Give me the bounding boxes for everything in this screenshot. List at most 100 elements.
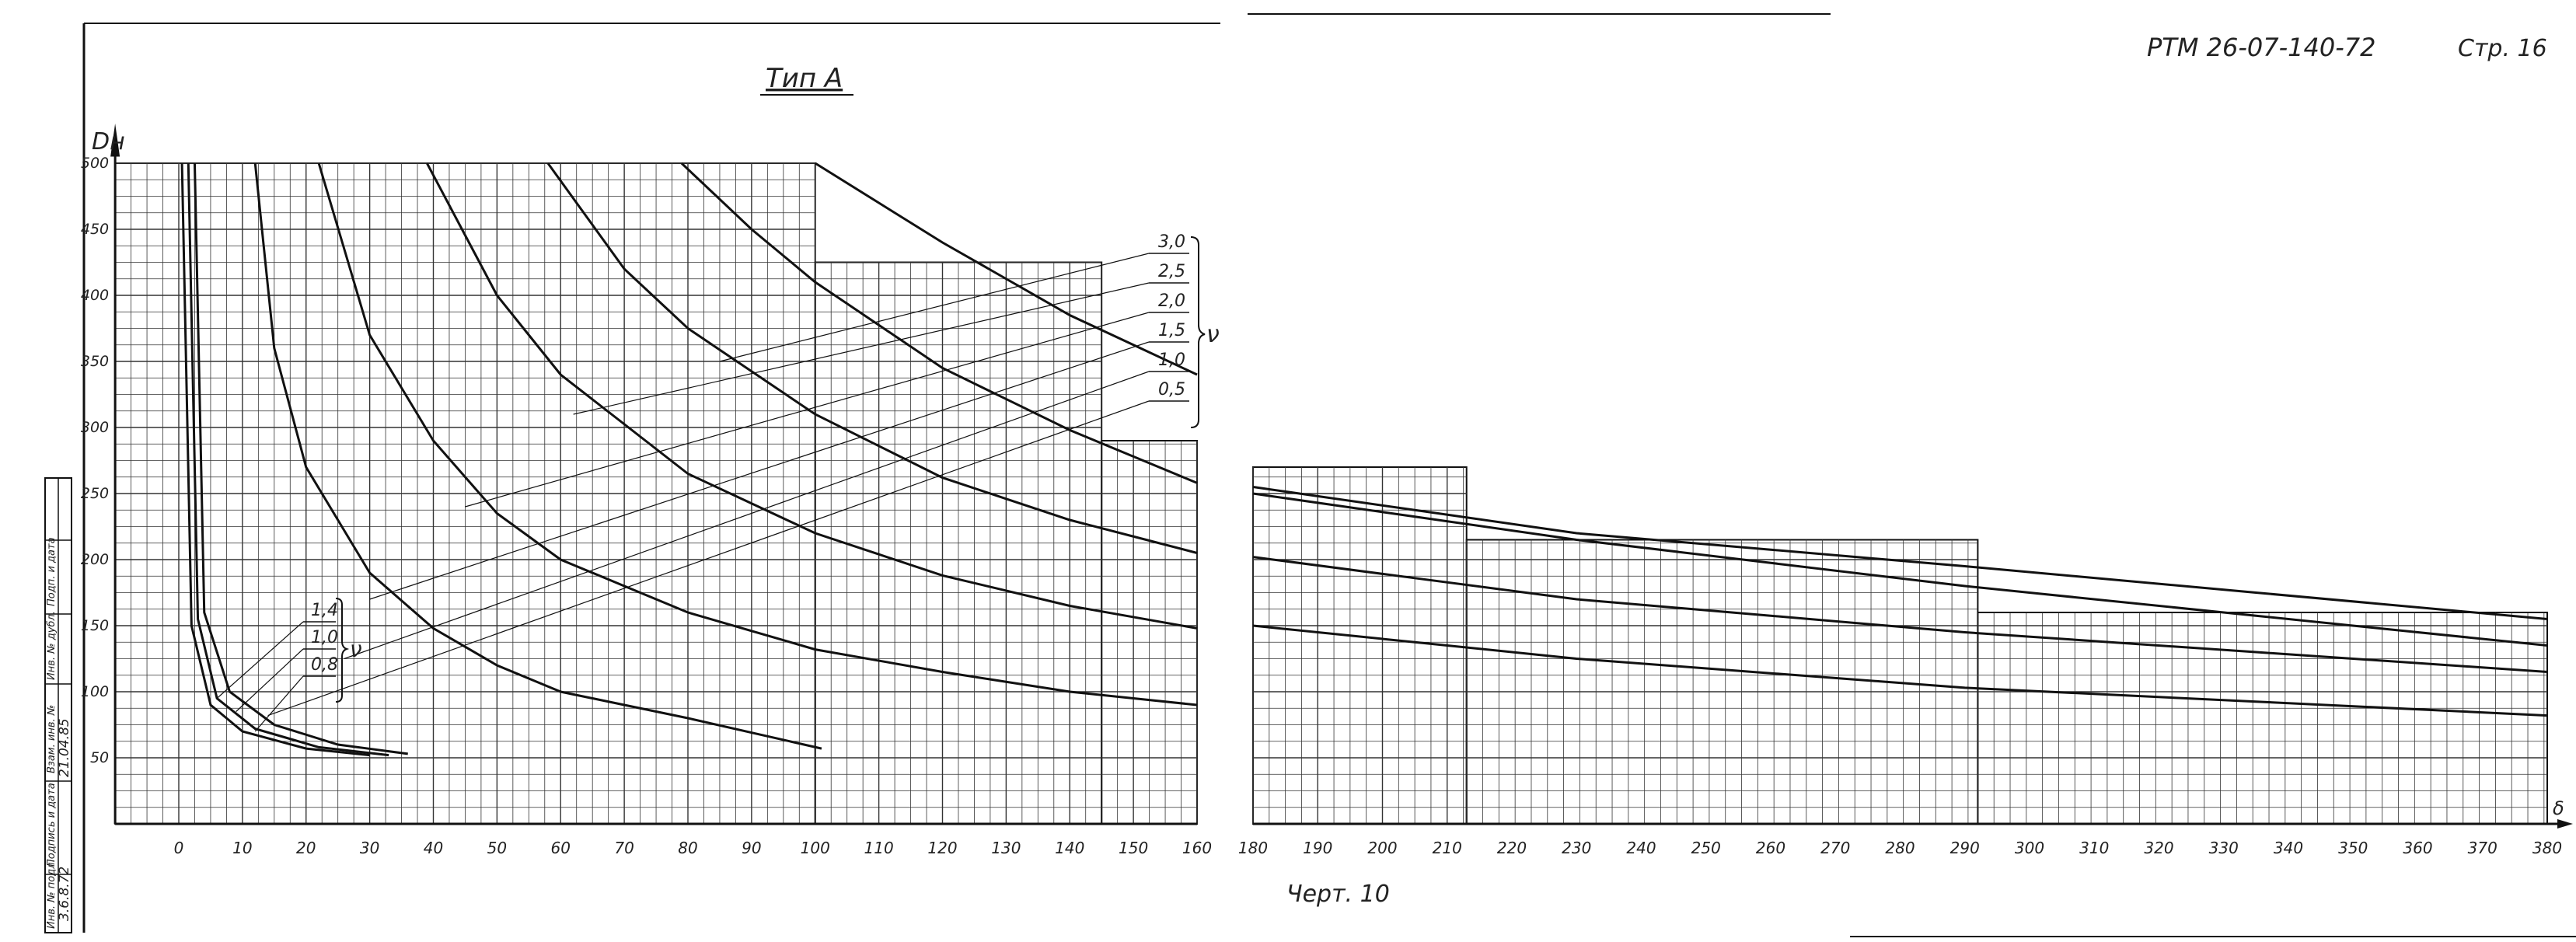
y-tick-label: 300 bbox=[81, 419, 109, 436]
series-curve bbox=[1252, 486, 2548, 620]
x-tick-label: 230 bbox=[1562, 839, 1591, 857]
chart-axes bbox=[110, 124, 2573, 829]
x-tick-label: 40 bbox=[424, 839, 443, 857]
sheet-frame bbox=[82, 13, 2576, 937]
x-tick-label: 70 bbox=[614, 839, 634, 857]
y-tick-label: 350 bbox=[81, 353, 109, 370]
x-tick-label: 330 bbox=[2209, 839, 2239, 857]
x-tick-label: 0 bbox=[174, 839, 184, 857]
x-tick-label: 280 bbox=[1885, 839, 1915, 857]
x-tick-label: 60 bbox=[551, 839, 571, 857]
series-curve bbox=[187, 162, 389, 757]
x-axis-label: δ bbox=[2553, 797, 2564, 819]
grid-region bbox=[1465, 539, 1979, 825]
x-tick-label: 150 bbox=[1119, 839, 1148, 857]
legend-brace-upper bbox=[1190, 236, 1206, 428]
legend-label-upper: 3,0 bbox=[1158, 232, 1185, 252]
approval-stamp: Инв. № подл. Подпись и дата Взам. инв. №… bbox=[44, 477, 72, 933]
x-tick-label: 100 bbox=[801, 839, 830, 857]
legend-leader-line bbox=[254, 675, 304, 732]
y-tick-label: 250 bbox=[81, 485, 109, 502]
x-tick-label: 340 bbox=[2274, 839, 2303, 857]
legend-symbol-upper: ν bbox=[1206, 321, 1220, 348]
y-axis-arrow bbox=[110, 124, 120, 157]
series-curve bbox=[1252, 556, 2548, 673]
y-tick-label: 400 bbox=[81, 287, 109, 304]
x-tick-label: 260 bbox=[1756, 839, 1785, 857]
y-axis-label: Dн bbox=[92, 128, 125, 155]
legend-leader-line bbox=[369, 341, 1150, 600]
y-tick-label: 50 bbox=[90, 749, 109, 766]
legend-label-lower: 1,4 bbox=[311, 601, 338, 620]
chart-title: Тип А bbox=[766, 63, 843, 94]
series-curve bbox=[814, 162, 1198, 376]
series-curve bbox=[1252, 492, 2548, 647]
x-tick-label: 210 bbox=[1433, 839, 1462, 857]
series-curve bbox=[546, 162, 1198, 554]
x-tick-label: 290 bbox=[1950, 839, 1980, 857]
stamp-signature-2: 21.04.85 bbox=[57, 718, 72, 777]
x-tick-label: 20 bbox=[296, 839, 316, 857]
stamp-cell-2: Подпись и дата bbox=[46, 783, 58, 867]
x-tick-label: 300 bbox=[2015, 839, 2044, 857]
y-tick-label: 500 bbox=[81, 155, 109, 172]
x-axis-arrow bbox=[2557, 819, 2573, 829]
legend-label-lower: 1,0 bbox=[311, 628, 338, 647]
series-curve bbox=[425, 162, 1198, 630]
legend-leader-line bbox=[267, 400, 1150, 717]
x-tick-label: 160 bbox=[1182, 839, 1212, 857]
stamp-signature-1: 3.6.8.72 bbox=[57, 867, 72, 921]
x-tick-label: 370 bbox=[2468, 839, 2497, 857]
x-tick-label: 380 bbox=[2532, 839, 2562, 857]
x-tick-label: 180 bbox=[1238, 839, 1268, 857]
x-tick-label: 130 bbox=[991, 839, 1021, 857]
legend-leader-line bbox=[573, 282, 1150, 415]
legend-leader-line bbox=[344, 371, 1150, 660]
series-curve bbox=[180, 162, 370, 757]
stamp-cell-4: Инв. № дубл. bbox=[46, 611, 58, 680]
x-tick-label: 30 bbox=[360, 839, 379, 857]
series-curve bbox=[1252, 624, 2548, 717]
x-tick-label: 240 bbox=[1626, 839, 1656, 857]
chart-labels: 0 10 20 30 40 50 60 70 80 90 100 110 120 130 140 150 160… bbox=[81, 155, 2562, 857]
stamp-cell-5: Подп. и дата bbox=[46, 537, 58, 606]
document-code: РТМ 26-07-140-72 bbox=[2147, 33, 2376, 62]
y-tick-label: 100 bbox=[81, 683, 109, 700]
x-tick-label: 200 bbox=[1367, 839, 1397, 857]
x-tick-label: 140 bbox=[1055, 839, 1084, 857]
chart-series bbox=[180, 162, 2548, 757]
x-tick-label: 80 bbox=[678, 839, 697, 857]
x-tick-label: 310 bbox=[2079, 839, 2109, 857]
legend-label-upper: 2,0 bbox=[1158, 291, 1185, 311]
legend-label-upper: 1,5 bbox=[1158, 321, 1185, 340]
figure-label: Черт. 10 bbox=[1286, 881, 1390, 908]
y-tick-label: 200 bbox=[81, 551, 109, 568]
legend-label-lower: 0,8 bbox=[311, 655, 338, 675]
x-tick-label: 220 bbox=[1497, 839, 1527, 857]
legend-symbol-lower: ν bbox=[350, 637, 362, 662]
x-tick-label: 50 bbox=[487, 839, 507, 857]
series-curve bbox=[253, 162, 822, 750]
series-curve bbox=[193, 162, 408, 755]
x-tick-label: 320 bbox=[2144, 839, 2173, 857]
legend-leader-line bbox=[465, 312, 1150, 508]
y-tick-label: 450 bbox=[81, 221, 109, 238]
legend-label-upper: 0,5 bbox=[1158, 380, 1185, 399]
stamp-cell-1: Инв. № подл. bbox=[46, 859, 58, 929]
stamp-cell-3: Взам. инв. № bbox=[46, 705, 58, 773]
x-tick-label: 350 bbox=[2338, 839, 2368, 857]
legend-brace-lower bbox=[335, 598, 350, 703]
legend-label-upper: 1,0 bbox=[1158, 351, 1185, 370]
legend-leader-line bbox=[236, 648, 304, 712]
x-tick-label: 360 bbox=[2403, 839, 2432, 857]
x-tick-label: 190 bbox=[1303, 839, 1332, 857]
x-tick-label: 110 bbox=[864, 839, 894, 857]
x-tick-label: 120 bbox=[927, 839, 957, 857]
series-curve bbox=[317, 162, 1198, 706]
series-curve bbox=[680, 162, 1198, 484]
grid-region bbox=[1977, 612, 2548, 825]
x-tick-label: 90 bbox=[742, 839, 761, 857]
x-tick-label: 10 bbox=[232, 839, 252, 857]
y-tick-label: 150 bbox=[81, 617, 109, 634]
